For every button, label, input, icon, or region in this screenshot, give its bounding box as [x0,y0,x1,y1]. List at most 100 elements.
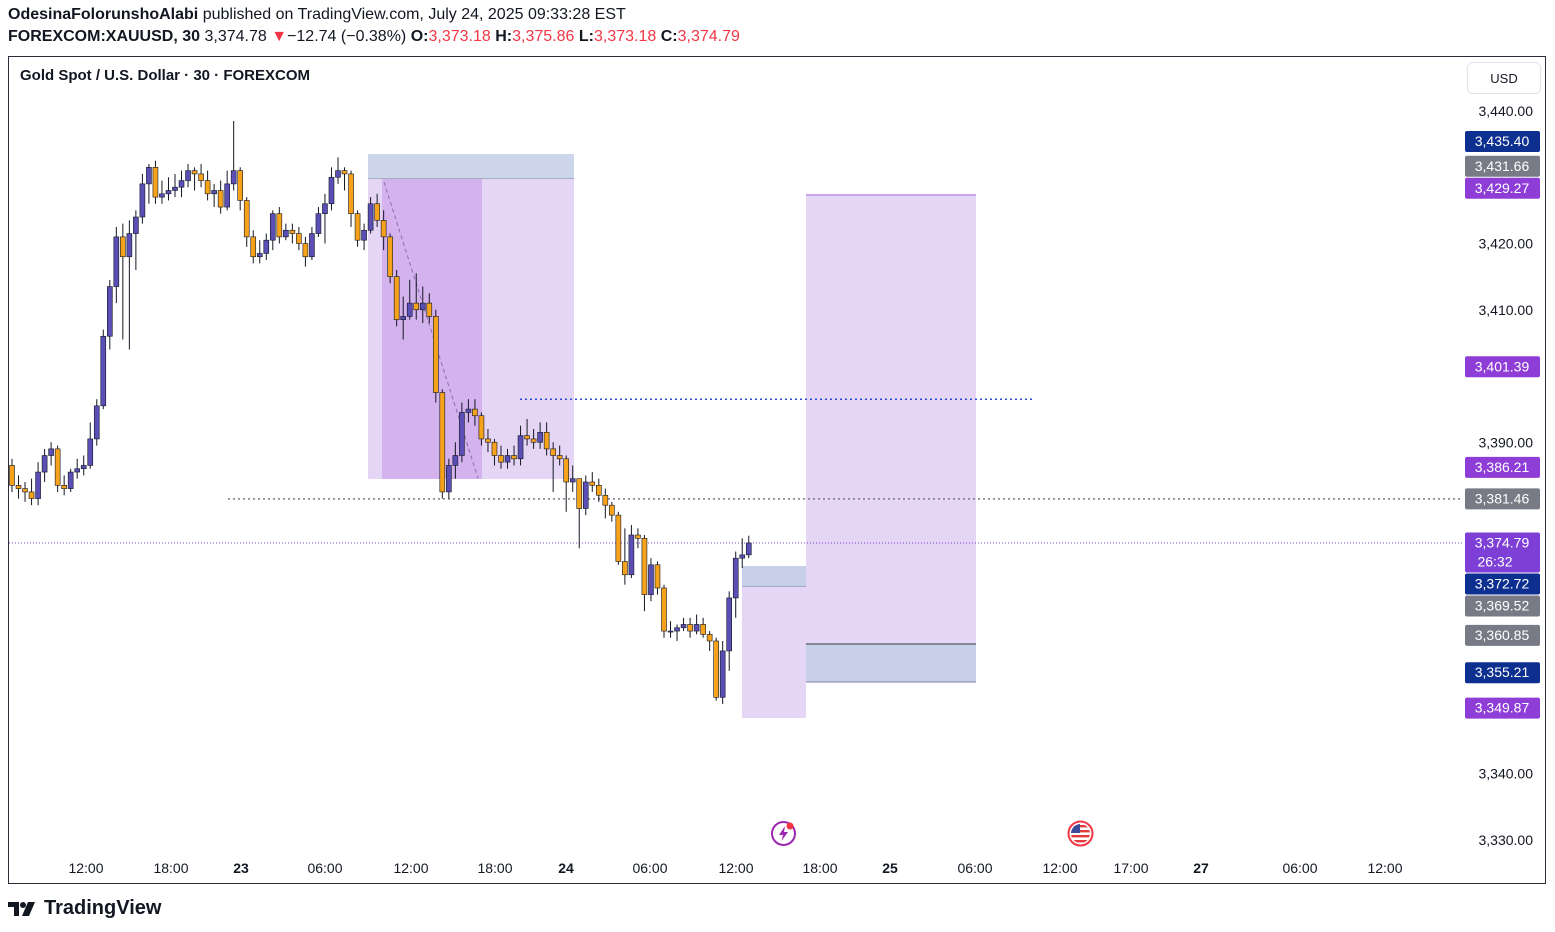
candle-body [269,213,276,241]
candle [80,455,87,476]
open-value: 3,373.18 [428,28,491,45]
candle-body [107,286,113,337]
price-label-bg [1465,573,1540,595]
stop-zone [806,644,976,682]
candle-body [589,481,596,486]
price-label-text: 3,372.72 [1475,576,1530,592]
candle [413,273,420,320]
candle-body [67,471,74,489]
candle-body [276,213,283,238]
candle-body [419,302,426,311]
candle-body [250,236,257,258]
candle-body [48,448,54,456]
candle [530,429,537,449]
candle-body [687,624,693,632]
chart-title: Gold Spot / U.S. Dollar · 30 · FOREXCOM [20,67,311,84]
candle [615,511,622,565]
candle-body [9,465,15,486]
candle [35,462,41,506]
candle [706,631,713,651]
candle-body [322,203,328,214]
x-tick-label: 12:00 [393,860,428,876]
candle [302,236,309,267]
candle-body [283,229,289,238]
change-value: −12.74 (−0.38%) [287,28,407,45]
candle [348,170,354,227]
candle [472,399,478,426]
candle-body [80,465,87,470]
currency-button[interactable]: USD [1467,62,1541,94]
lightning-alert-icon[interactable] [770,820,797,847]
author-name[interactable]: OdesinaFolorunshoAlabi [8,6,199,23]
candle-body [178,180,185,188]
candle [674,624,680,641]
candle [543,422,550,456]
candle-body [609,504,615,516]
candle-body [393,276,400,320]
symbol-line: FOREXCOM:XAUUSD, 30 3,374.78 ▼−12.74 (−0… [8,28,740,46]
candle [582,475,589,516]
candle [289,223,296,244]
low-value: 3,373.18 [593,28,657,45]
price-label-bg [1465,662,1540,684]
candle [511,445,517,466]
candle-body [459,412,465,456]
x-tick-label: 12:00 [1042,860,1077,876]
candle [9,458,15,492]
candle [256,240,263,264]
candle-body [224,183,230,208]
low-label: L: [578,28,594,45]
candle-body [517,435,524,460]
candle [146,164,152,204]
price-label: 3,372.72 [1465,573,1540,595]
candle [589,472,596,492]
candle-body [635,534,641,539]
price-label-text: 3,355.21 [1475,664,1530,680]
candle [465,399,472,423]
footer-brand[interactable]: TradingView [8,897,161,920]
candle-body [576,478,583,509]
candle [15,475,22,499]
candle [569,465,576,492]
symbol: FOREXCOM:XAUUSD, 30 [8,28,201,45]
price-label-bg [1465,130,1540,152]
candle-body [35,471,41,499]
last-price: 3,374.78 [204,28,267,45]
candle [230,120,237,191]
x-tick-label: 12:00 [1367,860,1402,876]
price-label: 3,369.52 [1465,595,1540,617]
candle [315,207,322,237]
candle [380,210,387,251]
x-tick-label: 06:00 [307,860,342,876]
price-label-text: 3,349.87 [1475,700,1530,716]
candle-body [120,236,126,258]
candle [648,558,654,602]
price-label-text: 3,360.85 [1475,627,1530,643]
candle-body [465,408,472,413]
price-label-text: 3,386.21 [1475,459,1530,475]
candle-body [15,485,22,489]
candle [713,637,719,701]
candle-body [491,441,498,456]
candle-body [74,468,80,473]
x-tick-label: 18:00 [153,860,188,876]
candle [726,591,733,671]
candle [22,482,28,502]
candle-body [296,233,302,244]
price-label: 3,355.21 [1465,662,1540,684]
candle [133,210,139,270]
candle [237,167,243,211]
candle [191,167,198,191]
candle-body [237,170,243,201]
candle [739,538,746,569]
candle-body [185,170,191,181]
candle [283,223,289,241]
candle [374,193,380,227]
candle-body [654,564,661,589]
entry-zone [742,566,806,587]
candle-body [159,193,165,198]
candle [478,412,485,446]
us-flag-event-icon[interactable] [1067,820,1094,847]
y-tick-label: 3,410.00 [1479,302,1534,318]
